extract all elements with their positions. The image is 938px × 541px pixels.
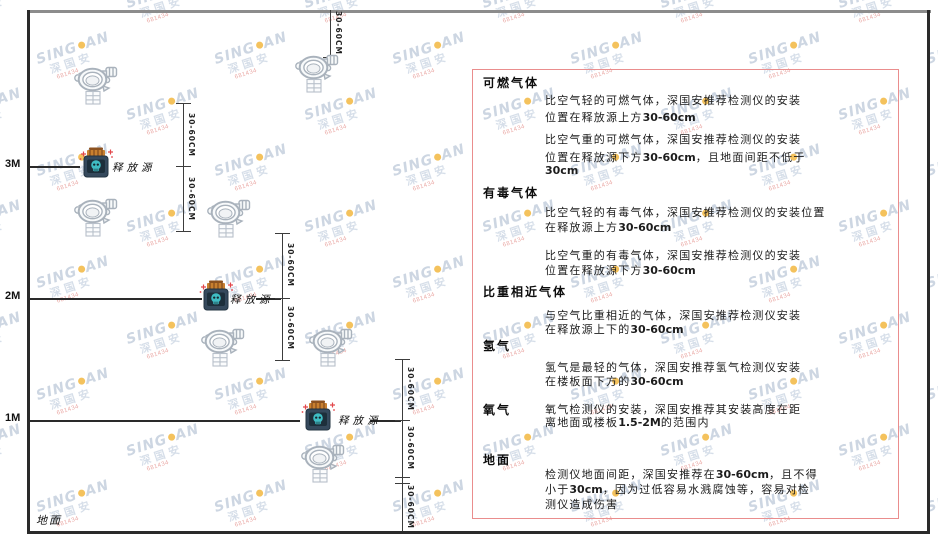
gas-detector-icon [206,199,252,244]
panel-text-line: 位置在释放源下方30-60cm，且地面间距不低于 [545,151,806,164]
panel-section-heading: 氢气 [483,339,512,353]
release-source-label: 释放源 [230,294,274,306]
panel-text-line: 在楼板面下方的30-60cm [545,375,684,388]
level-line [30,420,300,422]
dimension-tick [275,298,290,299]
ceiling-line [27,10,931,13]
panel-section-heading: 地面 [483,453,512,467]
dimension-label: 30-60CM [406,485,415,529]
left-wall-line [27,10,30,534]
dimension-tick [275,360,290,361]
level-label: 1M [5,412,21,424]
panel-text-line: 氧气检测仪的安装，深国安推荐其安装高度在距 [545,403,802,416]
panel-text-line: 比空气重的有毒气体，深国安推荐检测仪的安装 [545,249,802,262]
dimension-tick [395,420,410,421]
panel-text-line: 30cm [545,164,579,177]
level-line [256,298,281,300]
dimension-line [183,103,184,231]
panel-section-heading: 可燃气体 [483,76,540,90]
info-panel: 可燃气体 比空气轻的可燃气体，深国安推荐检测仪的安装 位置在释放源上方30-60cm… [472,69,899,519]
dimension-line [402,359,403,531]
panel-text-line: 比空气轻的可燃气体，深国安推荐检测仪的安装 [545,94,802,107]
panel-text-line: 比空气轻的有毒气体，深国安推荐检测仪的安装位置 [545,206,826,219]
level-line [30,166,80,168]
dimension-line [330,10,331,57]
dimension-label: 30-60CM [406,426,415,470]
dimension-tick [395,483,410,484]
gas-detector-icon [73,198,119,243]
right-wall-line [927,10,930,534]
panel-text-line: 在释放源上方30-60cm [545,221,672,234]
gas-detector-icon [300,444,346,489]
panel-text-line: 离地面或楼板1.5-2M的范围内 [545,416,710,429]
panel-text-line: 与空气比重相近的气体，深国安推荐检测仪安装 [545,309,802,322]
panel-text-line: 氢气是最轻的气体，深国安推荐氢气检测仪安装 [545,361,802,374]
release-source-label: 释放源 [112,162,156,174]
dimension-tick [176,231,191,232]
dimension-tick [176,103,191,104]
gas-detector-icon [73,66,119,111]
panel-section-heading: 比重相近气体 [483,285,568,299]
dimension-label: 30-60CM [187,113,196,157]
dimension-label: 30-60CM [334,11,343,55]
panel-text-line: 位置在释放源下方30-60cm [545,264,696,277]
dimension-tick [395,359,410,360]
dimension-tick [395,477,410,478]
dimension-tick [275,233,290,234]
dimension-label: 30-60CM [187,177,196,221]
panel-text-line: 比空气重的可燃气体，深国安推荐检测仪的安装 [545,133,802,146]
level-label: 2M [5,290,21,302]
level-line [370,420,401,422]
release-source-icon [78,147,114,184]
ground-label: 地面 [36,514,62,527]
release-source-label: 释放源 [338,415,382,427]
panel-text-line: 位置在释放源上方30-60cm [545,111,696,124]
dimension-label: 30-60CM [286,306,295,350]
level-line [30,298,202,300]
gas-detector-icon [200,328,246,373]
panel-text-line: 小于30cm，因为过低容易水溅腐蚀等，容易对检 [545,483,811,496]
ground-line [27,531,930,534]
panel-text-line: 测仪造成伤害 [545,498,619,511]
dimension-tick [176,166,191,167]
panel-section-heading: 有毒气体 [483,186,540,200]
gas-detector-icon [308,328,354,373]
panel-section-heading: 氧气 [483,403,512,417]
level-label: 3M [5,158,21,170]
dimension-label: 30-60CM [286,243,295,287]
release-source-icon [198,280,234,317]
dimension-line [282,233,283,360]
panel-text-line: 检测仪地面间距，深国安推荐在30-60cm，且不得 [545,468,818,481]
panel-text-line: 在释放源上下的30-60cm [545,323,684,336]
gas-detector-icon [294,54,340,99]
dimension-label: 30-60CM [406,367,415,411]
release-source-icon [300,400,336,437]
